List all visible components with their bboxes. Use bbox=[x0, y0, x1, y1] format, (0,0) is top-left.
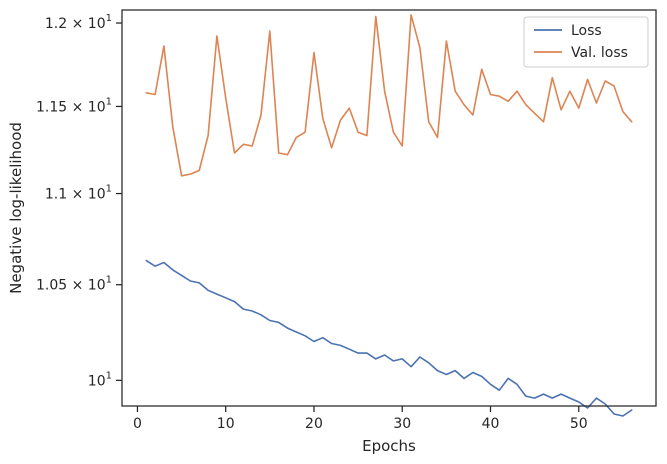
series-line-0 bbox=[145, 259, 633, 417]
y-tick-base: 10 bbox=[88, 373, 106, 389]
y-tick-exponent: 1 bbox=[106, 13, 112, 24]
y-tick-base: 10 bbox=[88, 278, 106, 294]
x-tick-label: 10 bbox=[217, 416, 235, 432]
y-tick-multiplier: 1.2 × bbox=[45, 16, 88, 32]
y-tick-base: 10 bbox=[88, 16, 106, 32]
y-tick-exponent: 1 bbox=[106, 184, 112, 195]
y-tick-label: 1.15 × 101 bbox=[36, 96, 112, 115]
y-tick-base: 10 bbox=[88, 99, 106, 115]
y-tick-multiplier: 1.15 × bbox=[36, 99, 88, 115]
y-tick-multiplier: 1.1 × bbox=[45, 187, 88, 203]
x-tick-label: 50 bbox=[570, 416, 588, 432]
x-tick-label: 20 bbox=[305, 416, 323, 432]
x-tick-label: 40 bbox=[482, 416, 500, 432]
y-tick-exponent: 1 bbox=[106, 370, 112, 381]
y-tick-label: 1.2 × 101 bbox=[45, 13, 112, 32]
x-axis-label: Epochs bbox=[362, 437, 416, 455]
series-line-1 bbox=[145, 14, 633, 177]
x-tick-label: 30 bbox=[393, 416, 411, 432]
y-tick-exponent: 1 bbox=[106, 96, 112, 107]
series-layer bbox=[145, 14, 633, 417]
y-tick-label: 1.05 × 101 bbox=[36, 275, 112, 294]
x-tick-label: 0 bbox=[133, 416, 142, 432]
y-tick-label: 101 bbox=[88, 370, 112, 389]
plot-frame bbox=[121, 9, 657, 407]
y-tick-label: 1.1 × 101 bbox=[45, 184, 112, 203]
y-tick-base: 10 bbox=[88, 187, 106, 203]
legend-label: Loss bbox=[571, 23, 602, 39]
y-tick-exponent: 1 bbox=[106, 275, 112, 286]
y-axis-label: Negative log-likelihood bbox=[7, 122, 25, 294]
y-tick-multiplier: 1.05 × bbox=[36, 278, 88, 294]
legend: Loss Val. loss bbox=[523, 16, 649, 68]
legend-label: Val. loss bbox=[571, 45, 628, 61]
x-axis-ticks: 0 10 20 30 40 50 bbox=[133, 406, 588, 432]
